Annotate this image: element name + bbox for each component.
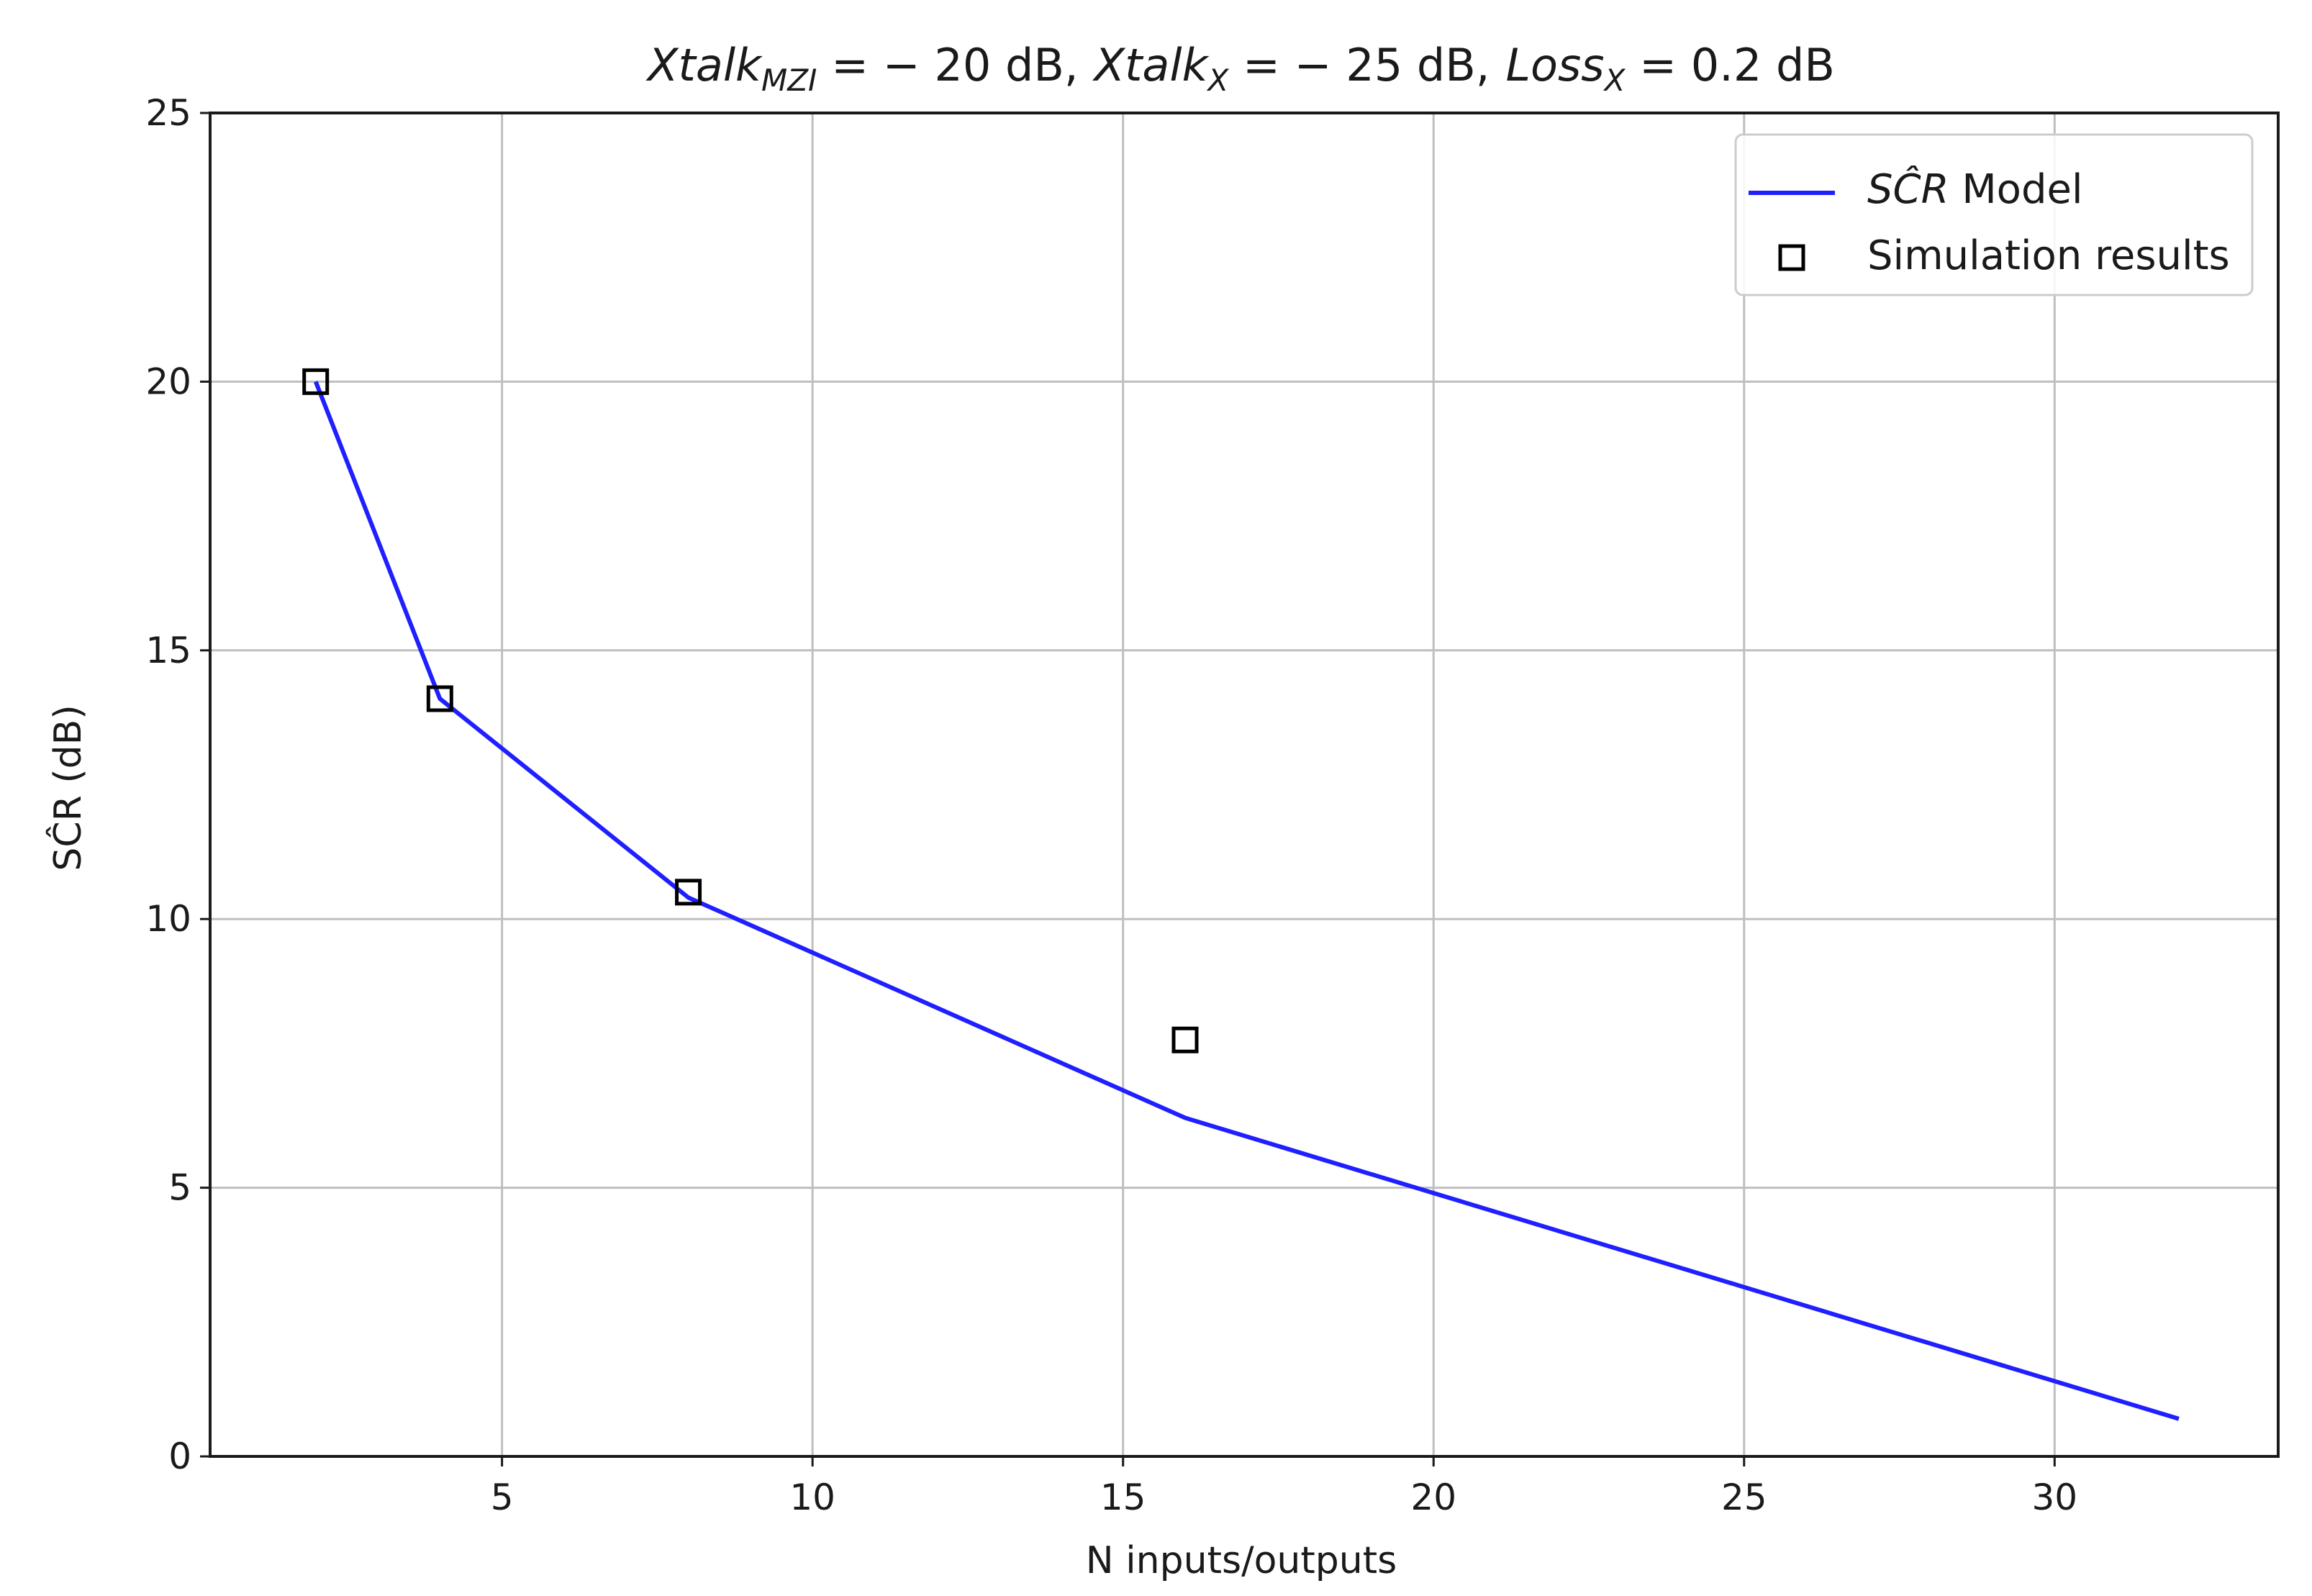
- x-tick-label: 30: [2031, 1477, 2077, 1518]
- legend: SĈR Model Simulation results: [1734, 133, 2254, 296]
- plot-area: [302, 368, 2180, 1421]
- x-tick-label: 5: [491, 1477, 514, 1518]
- x-tick-label: 10: [789, 1477, 835, 1518]
- grid: [210, 113, 2278, 1456]
- y-tick-label: 5: [168, 1167, 191, 1209]
- axes-frame: [209, 112, 2280, 1458]
- legend-simulation-label: Simulation results: [1867, 232, 2230, 279]
- simulation-marker: [675, 879, 702, 906]
- y-tick-label: 0: [168, 1436, 191, 1477]
- chart-title: XtalkMZI = − 20 dB, XtalkX = − 25 dB, Loss…: [645, 39, 1835, 98]
- simulation-marker: [426, 685, 453, 712]
- x-tick-label: 25: [1721, 1477, 1767, 1518]
- legend-box: [1734, 133, 2254, 296]
- simulation-marker: [302, 368, 330, 395]
- y-axis-label: SĈR (dB): [45, 704, 90, 871]
- simulation-marker: [1171, 1026, 1199, 1053]
- x-tick-label: 15: [1100, 1477, 1146, 1518]
- y-tick-label: 25: [145, 92, 191, 134]
- legend-model-label: SĈR Model: [1867, 166, 2083, 213]
- x-tick-label: 20: [1410, 1477, 1456, 1518]
- y-tick-label: 15: [145, 630, 191, 671]
- x-axis-label: N inputs/outputs: [1086, 1539, 1397, 1582]
- y-tick-label: 10: [145, 898, 191, 940]
- ticks: 5 10 15 20 25 30 0 5 10 15 20 25: [145, 92, 2077, 1518]
- y-tick-label: 20: [145, 361, 191, 402]
- legend-simulation-marker: [1778, 244, 1805, 271]
